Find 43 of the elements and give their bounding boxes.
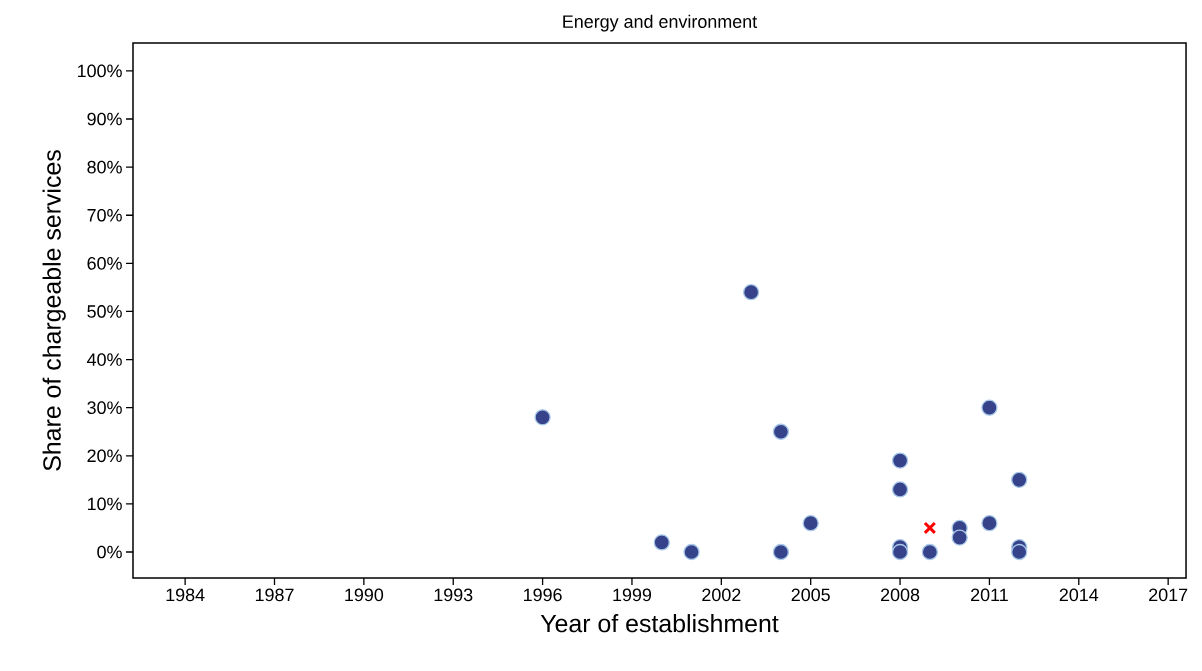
y-tick-label: 20%: [87, 449, 122, 463]
point: [891, 452, 909, 469]
x-axis-title: Year of establishment: [540, 614, 779, 633]
x-tick-label: 1984: [166, 588, 205, 602]
y-tick-label: 40%: [87, 353, 122, 366]
point: [891, 543, 909, 561]
y-tick-label: 60%: [87, 256, 122, 270]
x-tick-label: 1990: [345, 588, 384, 602]
point: [1011, 471, 1028, 488]
x-tick-label: 2005: [791, 588, 830, 602]
point: [921, 543, 938, 561]
chart-title: Energy and environment: [563, 14, 758, 32]
y-tick-label: 80%: [87, 160, 122, 174]
point: [683, 543, 700, 561]
y-tick-label: 30%: [87, 401, 122, 415]
x-tick-label: 2017: [1149, 588, 1188, 602]
x-tick-label: 2011: [971, 588, 1008, 602]
x-tick-label: 1993: [434, 588, 473, 602]
point: [923, 521, 937, 535]
y-tick-label: 0%: [97, 545, 122, 559]
y-tick-label: 50%: [87, 305, 122, 318]
point: [653, 534, 670, 551]
point: [802, 515, 819, 532]
point: [742, 284, 760, 301]
x-tick-label: 2014: [1059, 588, 1099, 602]
y-tick-label: 10%: [87, 497, 122, 511]
y-tick-label: 70%: [87, 208, 122, 222]
point: [891, 481, 909, 498]
y-tick-label: 90%: [87, 112, 122, 126]
x-tick-label: 1999: [613, 588, 652, 602]
point: [981, 515, 998, 532]
x-tick-label: 1987: [255, 588, 294, 602]
y-tick-label: 100%: [77, 64, 122, 78]
x-tick-label: 2002: [702, 588, 741, 602]
point: [772, 543, 790, 561]
point: [951, 529, 968, 546]
point: [772, 423, 790, 440]
y-axis-title: Share of chargeable services: [42, 150, 66, 471]
point: [981, 399, 998, 416]
x-tick-label: 2008: [881, 588, 920, 602]
point: [1011, 543, 1028, 561]
point: [534, 409, 551, 426]
x-tick-label: 1996: [524, 588, 562, 602]
